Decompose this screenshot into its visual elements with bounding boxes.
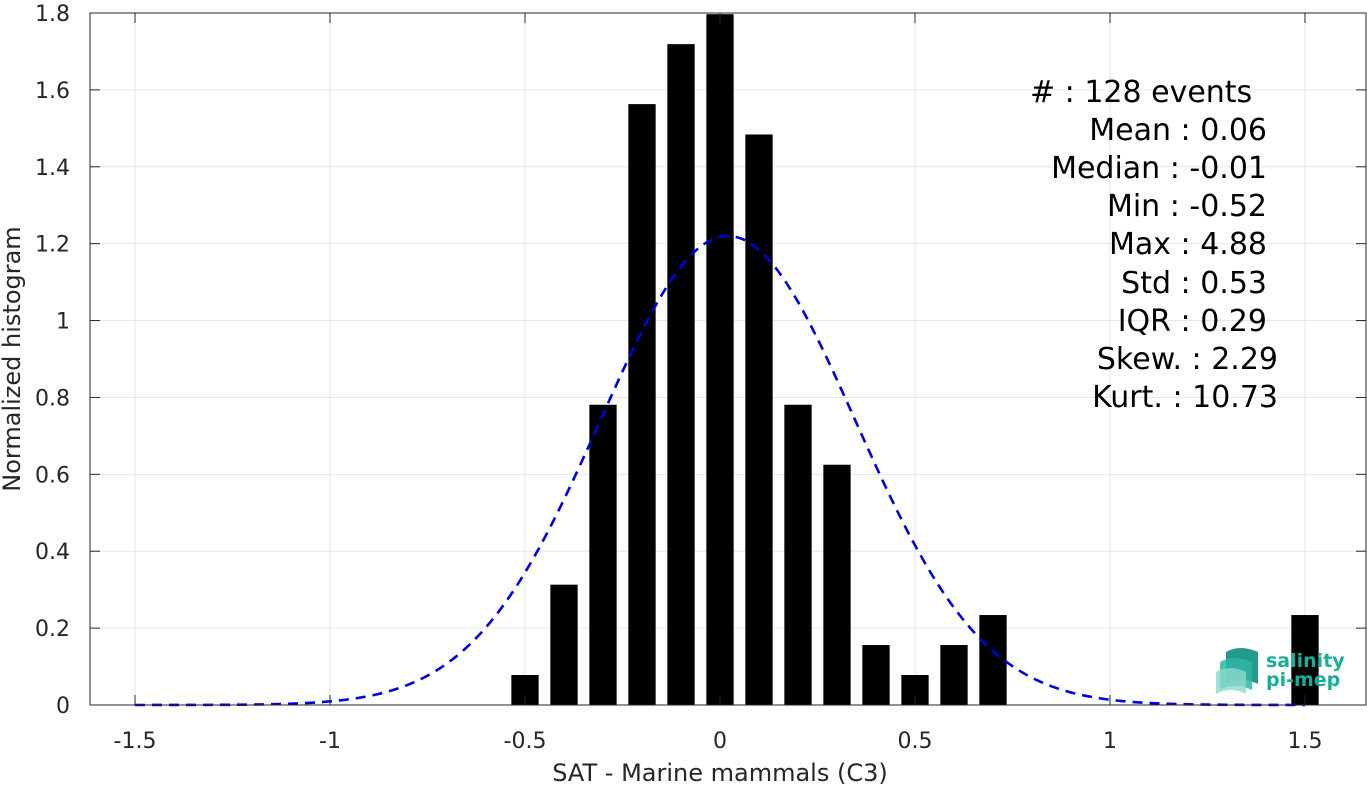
stat-max: Max : 4.88	[1109, 227, 1267, 262]
y-tick-label: 1	[56, 310, 70, 335]
histogram-bar	[628, 104, 656, 705]
logo-line-2: pi-mep	[1266, 669, 1340, 691]
x-tick-label: 0.5	[898, 729, 933, 754]
stat-min: Min : -0.52	[1107, 189, 1267, 224]
histogram-bar	[784, 404, 812, 705]
histogram-bar	[550, 584, 578, 705]
histogram-bar	[706, 14, 734, 706]
y-tick-label: 1.8	[35, 2, 70, 27]
stat-count: # : 128 events	[1030, 75, 1252, 110]
salinity-pimep-logo: salinity pi-mep	[1216, 648, 1345, 694]
histogram-bar	[823, 464, 851, 705]
x-tick-label: -0.5	[504, 729, 547, 754]
x-tick-label: 1.5	[1288, 729, 1323, 754]
y-tick-label: 1.4	[35, 156, 70, 181]
stat-skew: Skew. : 2.29	[1097, 342, 1278, 377]
stat-iqr: IQR : 0.29	[1118, 304, 1267, 339]
x-tick-label: -1	[319, 729, 341, 754]
y-tick-label: 0	[56, 694, 70, 719]
histogram-bar	[979, 615, 1007, 705]
stat-std: Std : 0.53	[1121, 266, 1267, 301]
stat-kurt: Kurt. : 10.73	[1092, 380, 1278, 415]
stat-mean: Mean : 0.06	[1089, 113, 1267, 148]
histogram-bar	[589, 404, 617, 705]
x-axis-label: SAT - Marine mammals (C3)	[552, 759, 887, 785]
logo-line-1: salinity	[1266, 650, 1345, 672]
plot-frame	[89, 12, 1367, 706]
y-axis-ticks: 0 0.2 0.4 0.6 0.8 1 1.2 1.4 1.6 1.8	[35, 2, 1366, 719]
y-axis-label: Normalized histogram	[0, 226, 26, 491]
y-tick-label: 1.2	[35, 233, 70, 258]
histogram-bar	[745, 134, 773, 706]
histogram-bar	[1291, 615, 1319, 705]
logo-wave-icon	[1216, 648, 1258, 694]
y-tick-label: 0.8	[35, 386, 70, 411]
x-axis-ticks: -1.5 -1 -0.5 0 0.5 1 1.5	[114, 13, 1323, 754]
y-tick-label: 0.4	[35, 540, 70, 565]
histogram-bar	[862, 645, 890, 705]
stat-median: Median : -0.01	[1051, 151, 1267, 186]
histogram-bars	[511, 14, 1319, 706]
x-tick-label: -1.5	[114, 729, 157, 754]
histogram-bar	[667, 44, 695, 705]
y-tick-label: 0.6	[35, 463, 70, 488]
y-tick-label: 1.6	[35, 79, 70, 104]
histogram-bar	[940, 645, 968, 705]
x-tick-label: 0	[713, 729, 727, 754]
y-tick-label: 0.2	[35, 617, 70, 642]
statistics-box: # : 128 events Mean : 0.06 Median : -0.0…	[1030, 75, 1278, 415]
x-tick-label: 1	[1103, 729, 1117, 754]
